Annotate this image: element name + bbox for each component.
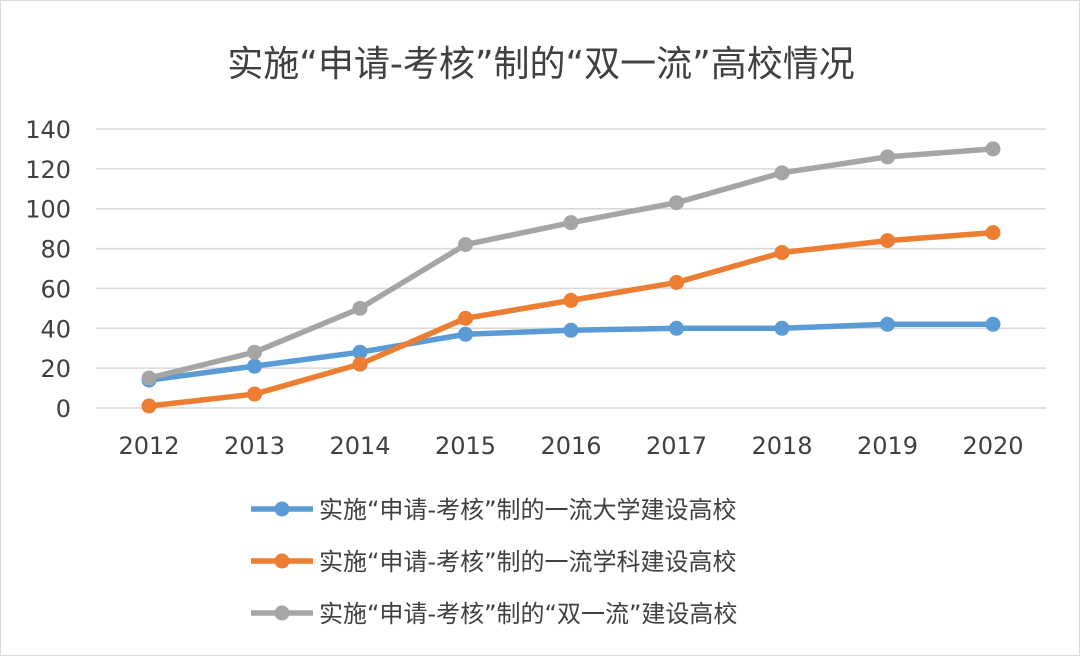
x-tick-label: 2018 [751,432,812,460]
data-point-s2-2016 [563,292,579,308]
data-point-s2-2020 [985,225,1001,241]
data-point-s1-2020 [985,316,1001,332]
legend-swatch-marker [274,605,290,621]
x-tick-label: 2014 [329,432,390,460]
data-point-s2-2014 [352,356,368,372]
x-tick-label: 2012 [118,432,179,460]
data-point-s2-2012 [141,398,157,414]
data-point-s3-2019 [880,149,895,165]
legend-swatch-marker [274,553,290,569]
data-point-s1-2013 [247,358,262,374]
chart-title: 实施“申请-考核”制的“双一流”高校情况 [227,44,855,85]
legend-label: 实施“申请-考核”制的“双一流”建设高校 [319,600,737,628]
series-line-2 [146,229,996,409]
data-point-s3-2013 [247,344,262,360]
data-point-s2-2013 [247,386,262,402]
data-point-s3-2012 [141,370,157,386]
x-tick-label: 2015 [435,432,496,460]
y-tick-label: 0 [56,395,71,423]
data-point-s1-2015 [458,326,473,342]
series-line-3 [146,146,996,381]
data-point-s3-2017 [669,195,684,211]
y-tick-label: 120 [25,156,71,184]
data-point-s1-2016 [563,322,579,338]
data-point-s1-2018 [774,320,790,336]
data-point-s1-2019 [880,316,895,332]
data-point-s1-2017 [669,320,684,336]
y-tick-label: 20 [40,355,71,383]
legend-label: 实施“申请-考核”制的一流学科建设高校 [319,548,737,576]
series-layer [141,141,1001,414]
y-tick-label: 60 [40,275,71,303]
x-tick-label: 2019 [857,432,918,460]
data-point-s3-2020 [985,141,1001,157]
legend-item-1: 实施“申请-考核”制的一流大学建设高校 [251,496,737,524]
data-point-s2-2018 [774,245,790,261]
data-point-s2-2015 [458,310,473,326]
data-point-s3-2015 [458,237,473,253]
x-tick-label: 2017 [646,432,707,460]
x-tick-label: 2020 [962,432,1023,460]
legend-swatch-marker [274,501,290,517]
y-tick-label: 140 [25,116,71,144]
data-point-s2-2019 [880,233,895,249]
data-point-s3-2018 [774,165,790,181]
legend-item-3: 实施“申请-考核”制的“双一流”建设高校 [251,600,737,628]
x-axis-ticks: 2012 2013 2014 2015 2016 2017 2018 2019 2020 [118,432,1023,460]
data-point-s3-2014 [352,300,368,316]
data-point-s1-2014 [352,344,368,360]
legend: 实施“申请-考核”制的一流大学建设高校实施“申请-考核”制的一流学科建设高校实施… [251,496,737,628]
x-tick-label: 2016 [540,432,601,460]
legend-item-2: 实施“申请-考核”制的一流学科建设高校 [251,548,737,576]
data-point-s3-2016 [563,215,579,231]
y-tick-label: 80 [40,236,71,264]
data-point-s2-2017 [669,274,684,290]
y-tick-label: 40 [40,315,71,343]
legend-label: 实施“申请-考核”制的一流大学建设高校 [319,496,737,524]
y-axis-ticks: 0 20 40 60 80 100 120 140 [25,116,71,423]
y-tick-label: 100 [25,196,71,224]
x-tick-label: 2013 [224,432,285,460]
